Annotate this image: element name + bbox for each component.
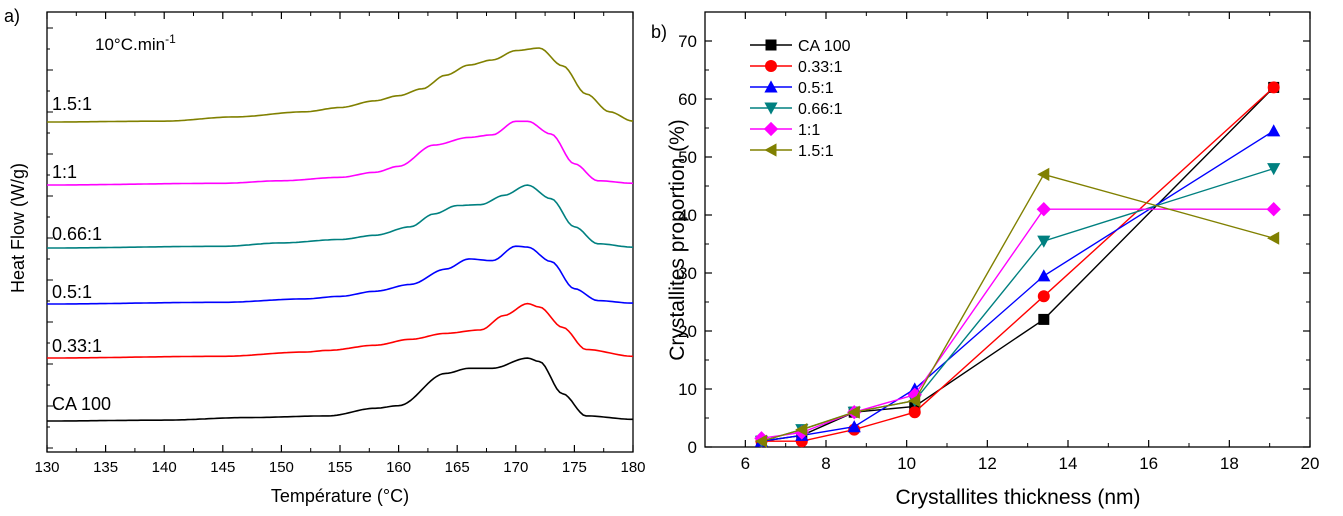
panel-b-series-line xyxy=(761,86,1275,442)
panel-b-ytick-label: 40 xyxy=(678,206,697,225)
panel-a-xtick-label: 165 xyxy=(445,459,470,476)
panel-b-data-point xyxy=(847,405,860,419)
panel-b-legend-label: 0.66:1 xyxy=(798,101,843,118)
panel-a-xtick-label: 150 xyxy=(269,459,294,476)
panel-b-xtick-label: 18 xyxy=(1220,454,1239,473)
panel-a-xlabel: Température (°C) xyxy=(271,486,409,506)
panel-a-series-label: 0.66:1 xyxy=(52,224,102,244)
panel-b-data-point xyxy=(754,434,767,448)
panel-a-series-label: CA 100 xyxy=(52,394,111,414)
panel-b-xtick-label: 6 xyxy=(741,454,750,473)
panel-b-series-line xyxy=(761,208,1274,439)
panel-b-data-point xyxy=(1267,81,1280,94)
panel-a-series-label: 0.33:1 xyxy=(52,336,102,356)
panel-b-ytick-label: 0 xyxy=(688,438,697,457)
panel-b-axes: 6 8 10 12 14 16 18 20 0 10 20 30 40 50 60 70 xyxy=(678,11,1320,473)
panel-b-series xyxy=(754,81,1281,448)
panel-a-series-line xyxy=(47,302,634,359)
panel-b-ytick-label: 10 xyxy=(678,380,697,399)
panel-b-xtick-label: 10 xyxy=(897,454,916,473)
panel-b-data-point xyxy=(847,420,861,433)
panel-a-series-line xyxy=(47,120,634,186)
panel-a-series-label: 1:1 xyxy=(52,162,77,182)
panel-b-xlabel: Crystallites thickness (nm) xyxy=(895,486,1140,509)
panel-b-legend-marker xyxy=(764,102,778,115)
panel-a-dsc-chart: a) 10°C.min-1 Température (°C) Heat Flow… xyxy=(4,6,646,506)
panel-a-series-label: 1.5:1 xyxy=(52,94,92,114)
panel-b-ytick-label: 70 xyxy=(678,32,697,51)
panel-a-xtick-label: 160 xyxy=(386,459,411,476)
panel-b-legend: CA 100 0.33:1 0.5:1 0.66:1 1:1 1.5:1 xyxy=(750,38,851,160)
panel-b-data-point xyxy=(1037,290,1050,303)
panel-b-data-point xyxy=(1038,313,1050,325)
panel-a-xtick-label: 135 xyxy=(93,459,118,476)
panel-b-legend-marker xyxy=(763,121,779,137)
panel-b-legend-label: 1.5:1 xyxy=(798,143,834,160)
panel-b-legend-label: 0.5:1 xyxy=(798,80,834,97)
panel-a-axes: 130 135 140 145 150 155 160 165 170 175 180 xyxy=(34,11,646,476)
panel-b-frame xyxy=(704,11,1311,448)
panel-a-xtick-label: 170 xyxy=(503,459,528,476)
panel-a-series-line xyxy=(47,357,633,422)
panel-b-series-line xyxy=(761,173,1274,442)
panel-b-series-line xyxy=(761,86,1275,442)
panel-a-series-label: 0.5:1 xyxy=(52,282,92,302)
panel-b-xtick-label: 12 xyxy=(978,454,997,473)
panel-b-legend-marker xyxy=(765,39,777,51)
panel-b-crystallites-chart: b) Crystallites thickness (nm) Crystalli… xyxy=(651,11,1320,509)
panel-b-ytick-label: 60 xyxy=(678,90,697,109)
panel-b-xtick-label: 20 xyxy=(1301,454,1320,473)
panel-b-data-point xyxy=(1037,269,1051,282)
panel-b-data-point xyxy=(1267,163,1281,176)
panel-b-data-point xyxy=(1266,202,1281,217)
panel-b-data-point xyxy=(1036,202,1051,217)
panel-b-data-point xyxy=(908,406,921,419)
panel-b-data-point xyxy=(1037,235,1051,248)
panel-a-series-line xyxy=(47,47,634,123)
panel-a-frame xyxy=(46,11,634,453)
panel-a-xtick-label: 130 xyxy=(34,459,59,476)
panel-b-series-line xyxy=(761,130,1275,442)
panel-b-ytick-label: 50 xyxy=(678,148,697,167)
panel-b-xtick-label: 8 xyxy=(821,454,830,473)
panel-b-legend-marker xyxy=(764,80,778,93)
panel-b-xtick-label: 14 xyxy=(1059,454,1078,473)
panel-a-ylabel: Heat Flow (W/g) xyxy=(8,163,28,293)
panel-b-label: b) xyxy=(651,22,667,42)
panel-a-series: CA 100 0.33:1 0.5:1 0.66:1 1:1 1.5:1 xyxy=(47,47,634,422)
panel-b-legend-marker xyxy=(765,60,777,72)
panel-b-ytick-label: 30 xyxy=(678,264,697,283)
panel-b-ytick-label: 20 xyxy=(678,322,697,341)
panel-b-data-point xyxy=(908,394,921,408)
panel-b-xtick-label: 16 xyxy=(1139,454,1158,473)
panel-b-legend-label: CA 100 xyxy=(798,38,851,55)
panel-b-data-point xyxy=(795,423,808,437)
panel-b-data-point xyxy=(1037,167,1050,181)
panel-a-label: a) xyxy=(4,6,20,26)
panel-b-legend-label: 0.33:1 xyxy=(798,59,843,76)
panel-a-xtick-label: 145 xyxy=(210,459,235,476)
panel-a-series-line xyxy=(47,245,633,305)
panel-a-annotation: 10°C.min-1 xyxy=(95,32,176,54)
panel-b-data-point xyxy=(1267,124,1281,137)
panel-b-ylabel: Crystallites proportion (%) xyxy=(666,119,689,361)
panel-a-xtick-label: 175 xyxy=(562,459,587,476)
panel-a-xtick-label: 180 xyxy=(620,459,645,476)
panel-a-xtick-label: 140 xyxy=(152,459,177,476)
panel-b-legend-marker xyxy=(764,143,777,157)
panel-b-data-point xyxy=(1267,231,1280,245)
annotation-text: 10°C.min xyxy=(95,35,165,54)
panel-a-xtick-label: 155 xyxy=(327,459,352,476)
panel-b-legend-label: 1:1 xyxy=(798,122,820,139)
panel-a-series-line xyxy=(47,184,634,249)
annotation-superscript: -1 xyxy=(165,32,176,46)
